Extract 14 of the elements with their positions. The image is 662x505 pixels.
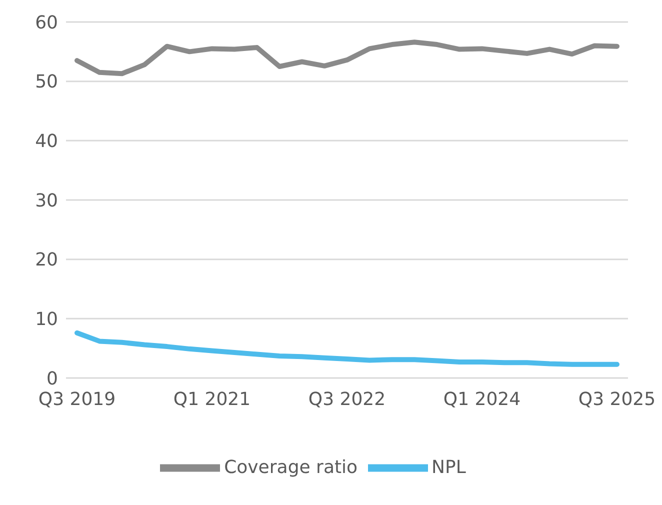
- y-tick-label: 30: [35, 190, 58, 212]
- y-tick-label: 50: [35, 72, 58, 93]
- y-tick-label: 0: [46, 368, 58, 390]
- x-tick-label: Q3 2019: [38, 388, 116, 410]
- y-tick-label: 20: [35, 250, 58, 271]
- x-tick-label: Q1 2021: [173, 388, 251, 410]
- y-tick-label: 60: [35, 12, 58, 34]
- y-tick-label: 10: [35, 309, 58, 330]
- x-tick-label: Q1 2024: [443, 388, 521, 410]
- legend-label: NPL: [432, 456, 466, 478]
- y-tick-label: 40: [35, 131, 58, 152]
- legend-label: Coverage ratio: [224, 456, 358, 478]
- x-tick-label: Q3 2022: [308, 388, 386, 410]
- x-tick-label: Q3 2025: [578, 388, 656, 410]
